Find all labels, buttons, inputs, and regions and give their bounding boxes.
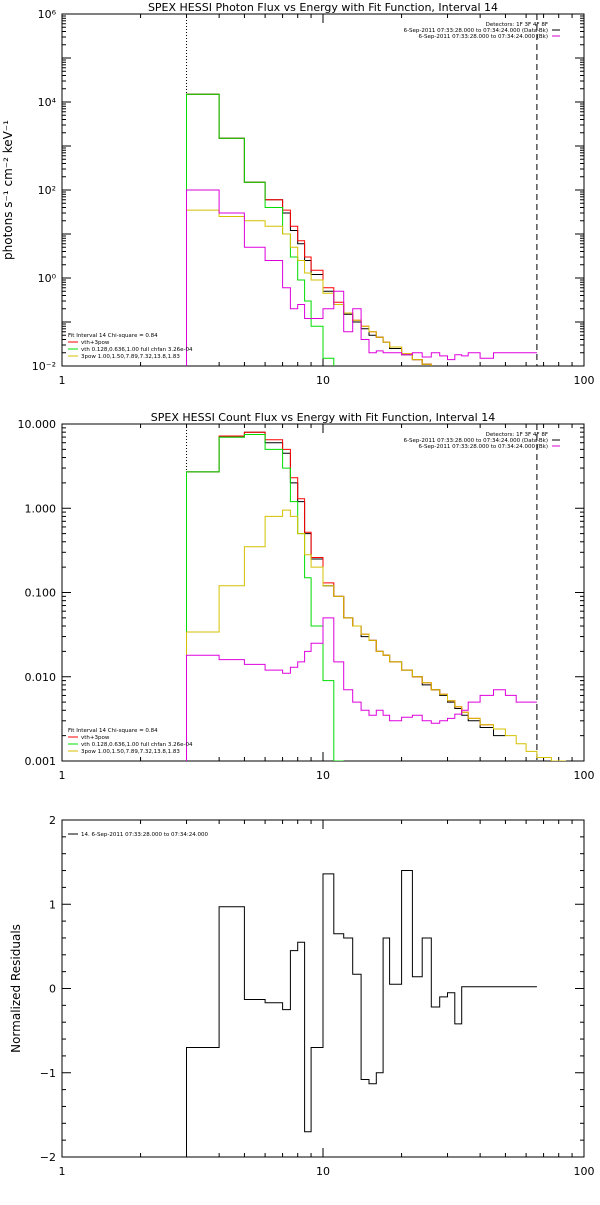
y-tick-label: 10⁰: [38, 272, 57, 285]
legend-top-right-text: 6-Sep-2011 07:33:28.000 to 07:34:24.000 …: [419, 444, 549, 450]
x-tick-label: 100: [574, 769, 595, 782]
legend-bottom-left-text: Fit Interval 14 Chi-square = 0.84: [68, 333, 158, 339]
series-line-0: [186, 431, 506, 761]
series-line-2: [186, 93, 335, 366]
y-tick-label: 10⁶: [38, 8, 57, 21]
x-tick-label: 10: [316, 1165, 330, 1178]
plot-frame: [61, 423, 585, 762]
y-tick-label: 0: [49, 983, 56, 996]
y-tick-label: 10²: [38, 184, 56, 197]
plot-area: [186, 93, 537, 366]
y-tick-label: 1: [49, 898, 56, 911]
legend-bottom-left-text: Fit Interval 14 Chi-square = 0.84: [68, 728, 158, 734]
plot-area: [186, 431, 567, 761]
x-tick-label: 100: [574, 374, 595, 387]
x-tick-label: 1: [59, 374, 66, 387]
series-line-3: [186, 509, 567, 761]
y-tick-label: 0.001: [25, 755, 57, 768]
legend-bottom-left-text: vth 0.128,0.636,1.00 full chfan 3.26e-04: [81, 742, 193, 748]
chart-panel-3: 1 10 100 −2 −1 0 1 2 Normalized Residuals 14. 6-S…: [9, 814, 595, 1178]
legend-top-right-text: 6-Sep-2011 07:33:28.000 to 07:34:24.000 …: [419, 34, 549, 40]
x-tick-label: 10: [316, 769, 330, 782]
series-line-4: [186, 617, 537, 761]
x-tick-label: 1: [59, 769, 66, 782]
legend-bottom-left-text: vth 0.128,0.636,1.00 full chfan 3.26e-04: [81, 347, 193, 353]
series-line-0: [186, 870, 537, 1157]
chart-title: SPEX HESSI Count Flux vs Energy with Fit…: [151, 411, 495, 424]
x-tick-label: 10: [316, 374, 330, 387]
legend-top-right-text: Detectors: 1F 3F 4F 8F: [486, 432, 548, 438]
legend-bottom-left-text: 3pow 1.00,1.50,7.89,7.32,13.8,1.83: [81, 749, 180, 755]
y-tick-label: 0.100: [25, 587, 57, 600]
legend-top-right-text: 6-Sep-2011 07:33:28.000 to 07:34:24.000 …: [404, 438, 548, 444]
series-line-4: [186, 189, 537, 366]
x-tick-label: 1: [59, 1165, 66, 1178]
series-line-1: [186, 93, 432, 366]
series-line-0: [186, 93, 432, 366]
chart-panel-2: SPEX HESSI Count Flux vs Energy with Fit…: [18, 411, 595, 782]
y-tick-label: 10.000: [18, 418, 57, 431]
legend-bottom-left-text: vth+3pow: [81, 340, 110, 346]
y-axis-label: photons s⁻¹ cm⁻² keV⁻¹: [1, 120, 15, 260]
y-tick-label: −2: [40, 1151, 56, 1164]
y-tick-label: 10⁴: [38, 96, 57, 109]
x-tick-label: 100: [574, 1165, 595, 1178]
legend-bottom-left-text: vth+3pow: [81, 735, 110, 741]
series-line-1: [186, 431, 506, 761]
chart-title: SPEX HESSI Photon Flux vs Energy with Fi…: [148, 1, 498, 14]
series-line-3: [186, 209, 432, 366]
chart-panel-1: SPEX HESSI Photon Flux vs Energy with Fi…: [1, 1, 595, 387]
y-tick-label: 2: [49, 814, 56, 827]
legend-top-right-text: Detectors: 1F 3F 4F 8F: [486, 22, 548, 28]
y-tick-label: 1.000: [25, 502, 57, 515]
legend-bottom-left-text: 3pow 1.00,1.50,7.89,7.32,13.8,1.83: [81, 354, 180, 360]
legend-top-left-text: 14. 6-Sep-2011 07:33:28.000 to 07:34:24.…: [81, 832, 208, 838]
series-line-2: [186, 434, 344, 761]
y-tick-label: 10⁻²: [32, 360, 56, 373]
y-axis-label: Normalized Residuals: [9, 924, 23, 1053]
y-tick-label: 0.010: [25, 671, 57, 684]
legend-top-right-text: 6-Sep-2011 07:33:28.000 to 07:34:24.000 …: [404, 28, 548, 34]
y-tick-label: −1: [40, 1067, 56, 1080]
plot-area: [186, 870, 537, 1157]
